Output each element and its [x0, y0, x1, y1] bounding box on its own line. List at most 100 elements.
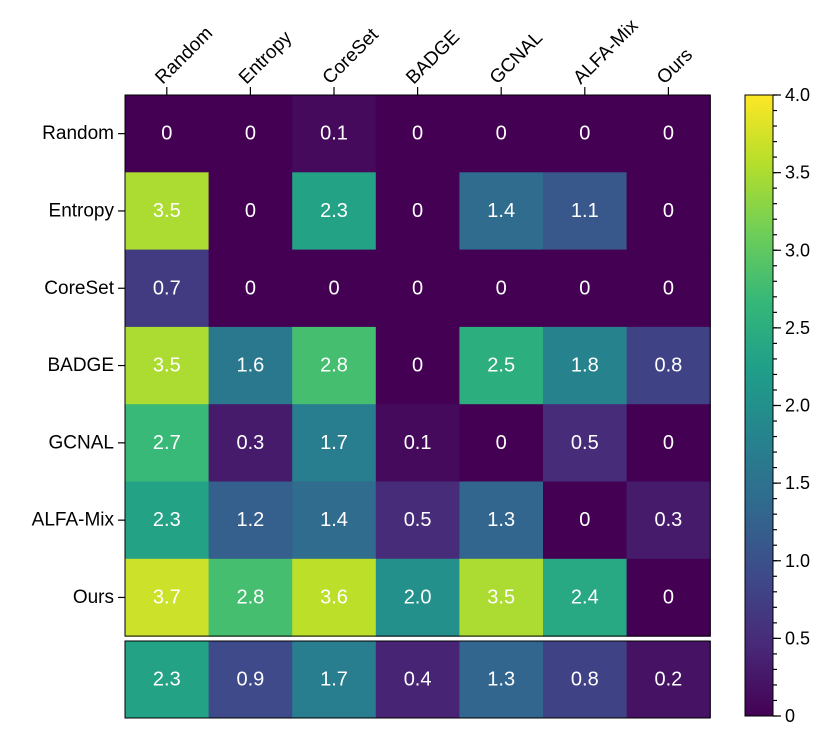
cell-value-label: 1.3 [487, 509, 515, 531]
cell-value-label: 0 [245, 200, 256, 222]
cell-value-label: 1.1 [571, 200, 599, 222]
heatmap-cell [292, 326, 377, 405]
colorbar-tick-label: 0 [785, 706, 795, 726]
heatmap-cell [375, 249, 460, 328]
column-labels: Random Entropy CoreSet BADGE GCNAL ALFA-Mix Ou… [151, 15, 697, 95]
heatmap-cell [543, 404, 628, 483]
heatmap-cell [459, 95, 544, 173]
heatmap-cell [543, 326, 628, 405]
column-label: BADGE [402, 27, 464, 89]
cell-value-label: 1.4 [320, 509, 348, 531]
heatmap-cell [292, 95, 377, 173]
row-labels: Random Entropy CoreSet BADGE GCNAL ALFA-Mix Ou… [32, 123, 125, 608]
summary-cell [208, 641, 293, 718]
cell-value-label: 0 [579, 123, 590, 145]
cell-value-label: 3.7 [153, 586, 181, 608]
cell-value-label: 0 [412, 277, 423, 299]
cell-value-label: 2.3 [320, 200, 348, 222]
heatmap-cell [125, 481, 210, 560]
cell-value-label: 0 [496, 432, 507, 454]
heatmap-cell [459, 481, 544, 560]
heatmap-cell [626, 326, 711, 405]
cell-value-label: 2.8 [236, 586, 264, 608]
cell-value-label: 1.6 [236, 355, 264, 377]
summary-cell [626, 641, 711, 718]
heatmap-cell [292, 249, 377, 328]
summary-value-label: 0.4 [404, 669, 432, 691]
heatmap-grid: 0 0 0.1 0 0 0 0 3.5 0 2.3 0 1.4 1.1 0 0.7 0 0 0 0 0 0 3.5 1.6 2… [124, 94, 711, 637]
summary-value-label: 2.3 [153, 669, 181, 691]
heatmap-cell [375, 558, 460, 637]
heatmap-cell [543, 558, 628, 637]
cell-value-label: 0 [412, 123, 423, 145]
heatmap-cell [208, 326, 293, 405]
summary-value-label: 0.8 [571, 669, 599, 691]
row-label: BADGE [47, 355, 114, 376]
heatmap-cell [459, 249, 544, 328]
column-label: GCNAL [486, 27, 547, 88]
heatmap-cell [543, 172, 628, 251]
heatmap-cell [125, 172, 210, 251]
heatmap-cell [208, 481, 293, 560]
cell-value-label: 0.3 [654, 509, 682, 531]
row-label: Entropy [49, 200, 115, 221]
cell-value-label: 2.0 [404, 586, 432, 608]
heatmap-cell [626, 404, 711, 483]
summary-value-label: 0.2 [654, 669, 682, 691]
colorbar-tick-label: 1.0 [785, 551, 810, 571]
heatmap-cell [208, 558, 293, 637]
heatmap-cell [626, 249, 711, 328]
colorbar-tick-label: 3.0 [785, 240, 810, 260]
heatmap-cell [208, 249, 293, 328]
cell-value-label: 0 [328, 277, 339, 299]
cell-value-label: 2.5 [487, 355, 515, 377]
heatmap-cell [292, 481, 377, 560]
summary-cell [459, 641, 544, 718]
cell-value-label: 0 [663, 586, 674, 608]
cell-value-label: 0 [245, 277, 256, 299]
summary-cell [375, 641, 460, 718]
heatmap-cell [208, 404, 293, 483]
heatmap-cell [375, 481, 460, 560]
heatmap-cell [459, 558, 544, 637]
column-label: Entropy [235, 27, 297, 89]
cell-value-label: 0 [412, 200, 423, 222]
cell-value-label: 2.8 [320, 355, 348, 377]
colorbar-tick-label: 0.5 [785, 628, 810, 648]
heatmap-cell [375, 172, 460, 251]
colorbar-gradient [745, 95, 773, 716]
heatmap-cell [459, 172, 544, 251]
heatmap-cell [459, 326, 544, 405]
cell-value-label: 0.8 [654, 355, 682, 377]
cell-value-label: 0 [579, 277, 590, 299]
row-label: Ours [73, 587, 114, 608]
cell-value-label: 0.1 [320, 123, 348, 145]
cell-value-label: 0 [412, 355, 423, 377]
cell-value-label: 0.1 [404, 432, 432, 454]
heatmap-cell [543, 481, 628, 560]
heatmap-cell [626, 172, 711, 251]
column-label: Random [151, 23, 217, 89]
cell-value-label: 0.3 [236, 432, 264, 454]
cell-value-label: 0 [663, 200, 674, 222]
cell-value-label: 0 [496, 123, 507, 145]
row-label: Random [42, 123, 114, 144]
heatmap-cell [543, 249, 628, 328]
cell-value-label: 1.8 [571, 355, 599, 377]
heatmap-cell [626, 481, 711, 560]
column-label: CoreSet [319, 24, 384, 89]
cell-value-label: 1.4 [487, 200, 515, 222]
heatmap-cell [292, 558, 377, 637]
summary-cell [125, 641, 210, 718]
cell-value-label: 2.7 [153, 432, 181, 454]
cell-value-label: 0 [245, 123, 256, 145]
heatmap-cell [125, 249, 210, 328]
summary-cell [292, 641, 377, 718]
heatmap-cell [208, 172, 293, 251]
heatmap-cell [375, 404, 460, 483]
cell-value-label: 0 [663, 123, 674, 145]
colorbar: 0 0.5 1.0 1.5 2.0 2.5 3.0 3.5 4.0 [744, 85, 810, 726]
heatmap-cell [125, 326, 210, 405]
column-label: Ours [653, 45, 697, 89]
heatmap-cell [375, 326, 460, 405]
